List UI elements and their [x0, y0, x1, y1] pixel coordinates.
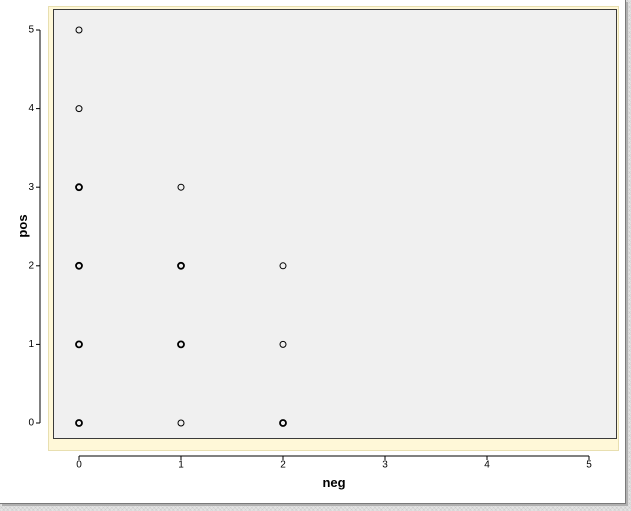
- x-tick-label: 2: [280, 459, 286, 470]
- points: [75, 26, 287, 427]
- data-point: [75, 105, 83, 113]
- x-axis-title: neg: [322, 475, 345, 490]
- data-point: [279, 419, 287, 427]
- data-point: [75, 183, 83, 192]
- data-point: [75, 340, 83, 349]
- y-tick-label: 1: [28, 339, 34, 350]
- data-point: [75, 261, 83, 270]
- y-ticks: 0 1 2 3 4 5: [28, 25, 40, 429]
- axes: [39, 30, 589, 457]
- x-tick-label: 3: [382, 459, 388, 470]
- data-point: [75, 26, 83, 34]
- data-point: [177, 340, 185, 349]
- data-point: [177, 261, 185, 270]
- y-tick-label: 5: [28, 25, 34, 36]
- x-tick-label: 1: [178, 459, 184, 470]
- data-point: [177, 183, 185, 191]
- y-tick-label: 3: [28, 182, 34, 193]
- y-axis-title: pos: [15, 214, 30, 237]
- data-point: [279, 340, 287, 348]
- x-tick-label: 4: [484, 459, 490, 470]
- x-ticks: 0 1 2 3 4 5: [76, 456, 592, 470]
- data-point: [75, 419, 83, 427]
- plot-area: [53, 9, 617, 439]
- data-point: [177, 419, 185, 427]
- x-tick-label: 5: [586, 459, 592, 470]
- y-tick-label: 2: [28, 260, 34, 271]
- scatter-chart: 0 1 2 3 4 5 0 1 2 3 4 5 neg pos: [15, 25, 592, 490]
- x-tick-label: 0: [76, 459, 82, 470]
- data-point: [279, 262, 287, 270]
- y-tick-label: 4: [28, 103, 34, 114]
- y-tick-label: 0: [28, 418, 34, 429]
- chart-window: 0 1 2 3 4 5 0 1 2 3 4 5 neg pos: [0, 0, 626, 504]
